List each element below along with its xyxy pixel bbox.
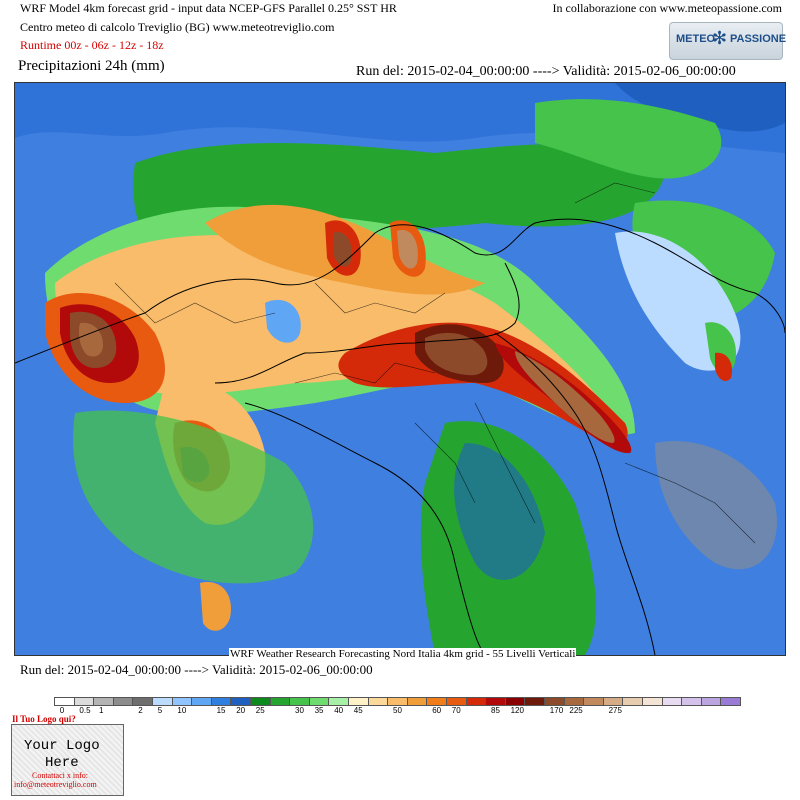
your-logo-line1: Your Logo <box>24 738 100 754</box>
legend-swatch <box>93 697 114 706</box>
legend-swatch <box>544 697 565 706</box>
collaboration-text: In collaborazione con www.meteopassione.… <box>552 1 782 15</box>
logo-word-meteo: METEO <box>676 33 716 45</box>
legend-tick-label: 170 <box>549 706 564 715</box>
legend-tick-label: 35 <box>314 706 324 715</box>
legend-tick-label: 40 <box>334 706 344 715</box>
legend-swatch <box>308 697 330 706</box>
legend-swatch <box>328 697 349 706</box>
legend-swatch <box>367 697 389 706</box>
legend-tick-label: 70 <box>451 706 461 715</box>
legend-swatch <box>681 697 702 706</box>
legend-tick-label: 275 <box>608 706 622 715</box>
run-validity-bottom: Run del: 2015-02-04_00:00:00 ----> Valid… <box>20 662 373 677</box>
logo-word-passione: PASSIONE <box>730 33 787 45</box>
legend-swatch <box>426 697 447 706</box>
legend-swatch <box>504 697 526 706</box>
precipitation-map-svg <box>14 83 786 656</box>
legend-swatch <box>485 697 506 706</box>
header-runtime-line: Runtime 00z - 06z - 12z - 18z <box>20 38 164 52</box>
legend-swatch <box>152 697 173 706</box>
your-logo-email-link[interactable]: info@meteotreviglio.com <box>14 780 97 789</box>
legend-swatch <box>54 697 75 706</box>
legend-tick-label: 0 <box>59 706 65 715</box>
legend-swatch <box>642 697 663 706</box>
legend-swatch <box>250 697 271 706</box>
legend-swatch <box>622 697 643 706</box>
legend-swatch <box>465 697 487 706</box>
wrf-caption: WRF Weather Research Forecasting Nord It… <box>229 648 577 660</box>
legend-swatch <box>269 697 291 706</box>
your-logo-text: Your Logo Here <box>24 738 100 772</box>
legend-tick-label: 30 <box>295 706 304 715</box>
legend-tick-label: 2 <box>138 706 143 715</box>
legend-tick-label: 50 <box>393 706 402 715</box>
meteopassione-logo: METEO ✻ PASSIONE <box>669 22 787 60</box>
legend-swatch <box>112 697 134 706</box>
legend-swatch <box>446 697 467 706</box>
legend-tick-label: 225 <box>569 706 583 715</box>
legend-tick-label: 25 <box>255 706 265 715</box>
legend-swatch <box>387 697 408 706</box>
legend-tick-label: 20 <box>236 706 246 715</box>
legend-swatch <box>210 697 232 706</box>
precipitation-map <box>14 82 786 656</box>
your-logo-placeholder <box>11 724 124 796</box>
legend-swatch <box>602 697 624 706</box>
legend-swatch <box>73 697 95 706</box>
snowflake-icon: ✻ <box>712 28 728 48</box>
legend-swatch <box>524 697 545 706</box>
legend-tick-label: 15 <box>216 706 226 715</box>
legend-tick-label: 60 <box>432 706 442 715</box>
legend-tick-label: 85 <box>491 706 500 715</box>
your-logo-question: Il Tuo Logo qui? <box>12 714 76 724</box>
your-logo-contact: Contattaci x info: <box>32 771 88 780</box>
legend-tick-label: 0.5 <box>79 706 91 715</box>
legend-swatch <box>191 697 212 706</box>
legend-tick-label: 1 <box>99 706 104 715</box>
legend-tick-label: 45 <box>353 706 363 715</box>
legend-swatch <box>348 697 369 706</box>
legend-swatch <box>289 697 310 706</box>
legend-tick-label: 120 <box>510 706 524 715</box>
legend-swatch <box>171 697 193 706</box>
map-title: Precipitazioni 24h (mm) <box>18 58 165 74</box>
legend-swatch <box>406 697 428 706</box>
legend-swatch <box>132 697 153 706</box>
legend-swatch <box>230 697 251 706</box>
legend-tick-label: 10 <box>177 706 187 715</box>
legend-swatch <box>661 697 683 706</box>
header-center-line: Centro meteo di calcolo Treviglio (BG) w… <box>20 20 335 34</box>
header-model-line: WRF Model 4km forecast grid - input data… <box>20 1 397 15</box>
your-logo-line2: Here <box>45 755 79 771</box>
run-validity-top: Run del: 2015-02-04_00:00:00 ----> Valid… <box>356 64 736 79</box>
legend-swatch <box>720 697 741 706</box>
legend-swatch <box>583 697 604 706</box>
legend-swatch <box>563 697 585 706</box>
legend-swatch <box>700 697 722 706</box>
legend-tick-label: 5 <box>157 706 163 715</box>
